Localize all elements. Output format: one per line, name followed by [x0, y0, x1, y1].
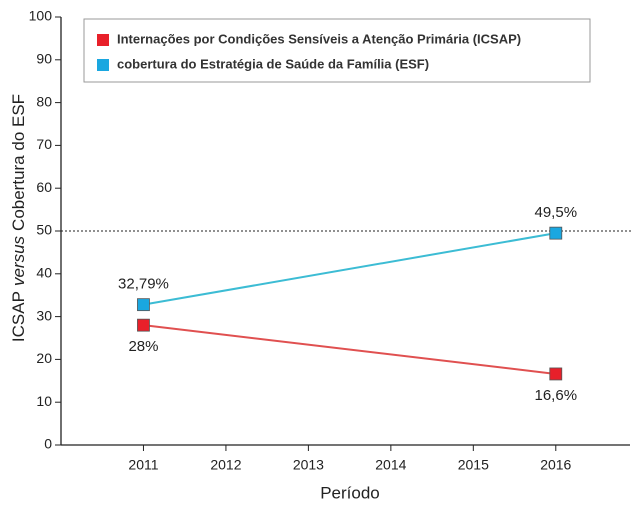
- y-axis-label: ICSAP versus Cobertura do ESF: [9, 94, 28, 342]
- x-tick-label: 2015: [458, 457, 489, 473]
- data-point: [549, 367, 563, 381]
- data-label: 32,79%: [118, 276, 169, 293]
- x-axis-label: Período: [320, 483, 380, 502]
- y-tick-label: 70: [36, 136, 52, 152]
- data-label: 49,5%: [535, 204, 578, 221]
- x-tick-label: 2013: [293, 457, 324, 473]
- data-point: [549, 226, 563, 240]
- series-line: [143, 232, 556, 306]
- y-axis-label-part: Cobertura do ESF: [9, 94, 28, 231]
- y-tick-label: 40: [36, 265, 52, 281]
- x-tick-label: 2016: [540, 457, 571, 473]
- y-tick-label: 100: [29, 8, 53, 24]
- data-point: [137, 298, 150, 312]
- x-tick-label: 2014: [375, 457, 406, 473]
- legend-box: [83, 18, 591, 83]
- legend-label: Internações por Condições Sensíveis a At…: [117, 31, 521, 46]
- data-label: 28%: [128, 338, 158, 355]
- x-tick-label: 2011: [128, 457, 158, 473]
- x-tick-label: 2012: [210, 457, 241, 473]
- legend-label: cobertura do Estratégia de Saúde da Famí…: [117, 56, 429, 71]
- data-label: 16,6%: [535, 387, 578, 404]
- y-tick-label: 50: [36, 222, 52, 238]
- y-axis-label-part: ICSAP: [9, 291, 28, 342]
- legend-swatch: [97, 59, 109, 71]
- y-tick-label: 10: [36, 393, 52, 409]
- y-tick-label: 80: [36, 93, 52, 109]
- y-axis-label-part: versus: [9, 235, 28, 286]
- data-point: [137, 318, 150, 332]
- y-tick-label: 60: [36, 179, 52, 195]
- legend-swatch: [97, 34, 109, 46]
- series-line: [143, 324, 556, 375]
- y-tick-label: 20: [36, 350, 52, 366]
- y-tick-label: 90: [36, 51, 52, 67]
- y-tick-label: 30: [36, 307, 52, 323]
- y-tick-label: 0: [44, 436, 52, 452]
